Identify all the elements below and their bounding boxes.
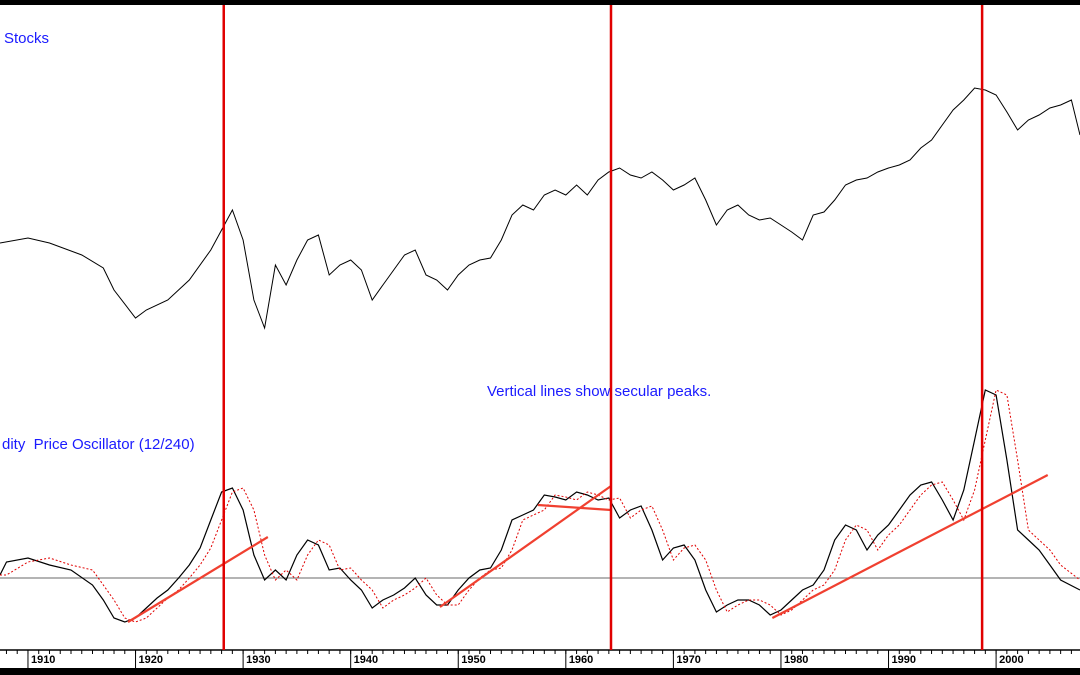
oscillator-line (0, 389, 1080, 623)
chart-subtitle: dity Price Oscillator (12/240) (2, 436, 195, 453)
x-tick-label: 1990 (892, 654, 916, 666)
signal-line (0, 389, 1080, 623)
x-tick-label: 1960 (569, 654, 593, 666)
chart-title: Stocks (4, 30, 49, 47)
trendline (771, 474, 1049, 619)
plot-background (0, 5, 1080, 668)
x-tick-label: 1950 (461, 654, 485, 666)
trendline (537, 503, 612, 512)
stocks-line (0, 87, 1080, 330)
x-tick-label: 1980 (784, 654, 808, 666)
x-tick-label: 1920 (139, 654, 163, 666)
annotation: Vertical lines show secular peaks. (487, 383, 711, 400)
trendline (127, 536, 269, 623)
x-tick-label: 1930 (246, 654, 270, 666)
x-tick-label: 2000 (999, 654, 1023, 666)
x-tick-label: 1910 (31, 654, 55, 666)
x-tick-label: 1970 (676, 654, 700, 666)
trendline (439, 485, 612, 608)
x-tick-label: 1940 (354, 654, 378, 666)
